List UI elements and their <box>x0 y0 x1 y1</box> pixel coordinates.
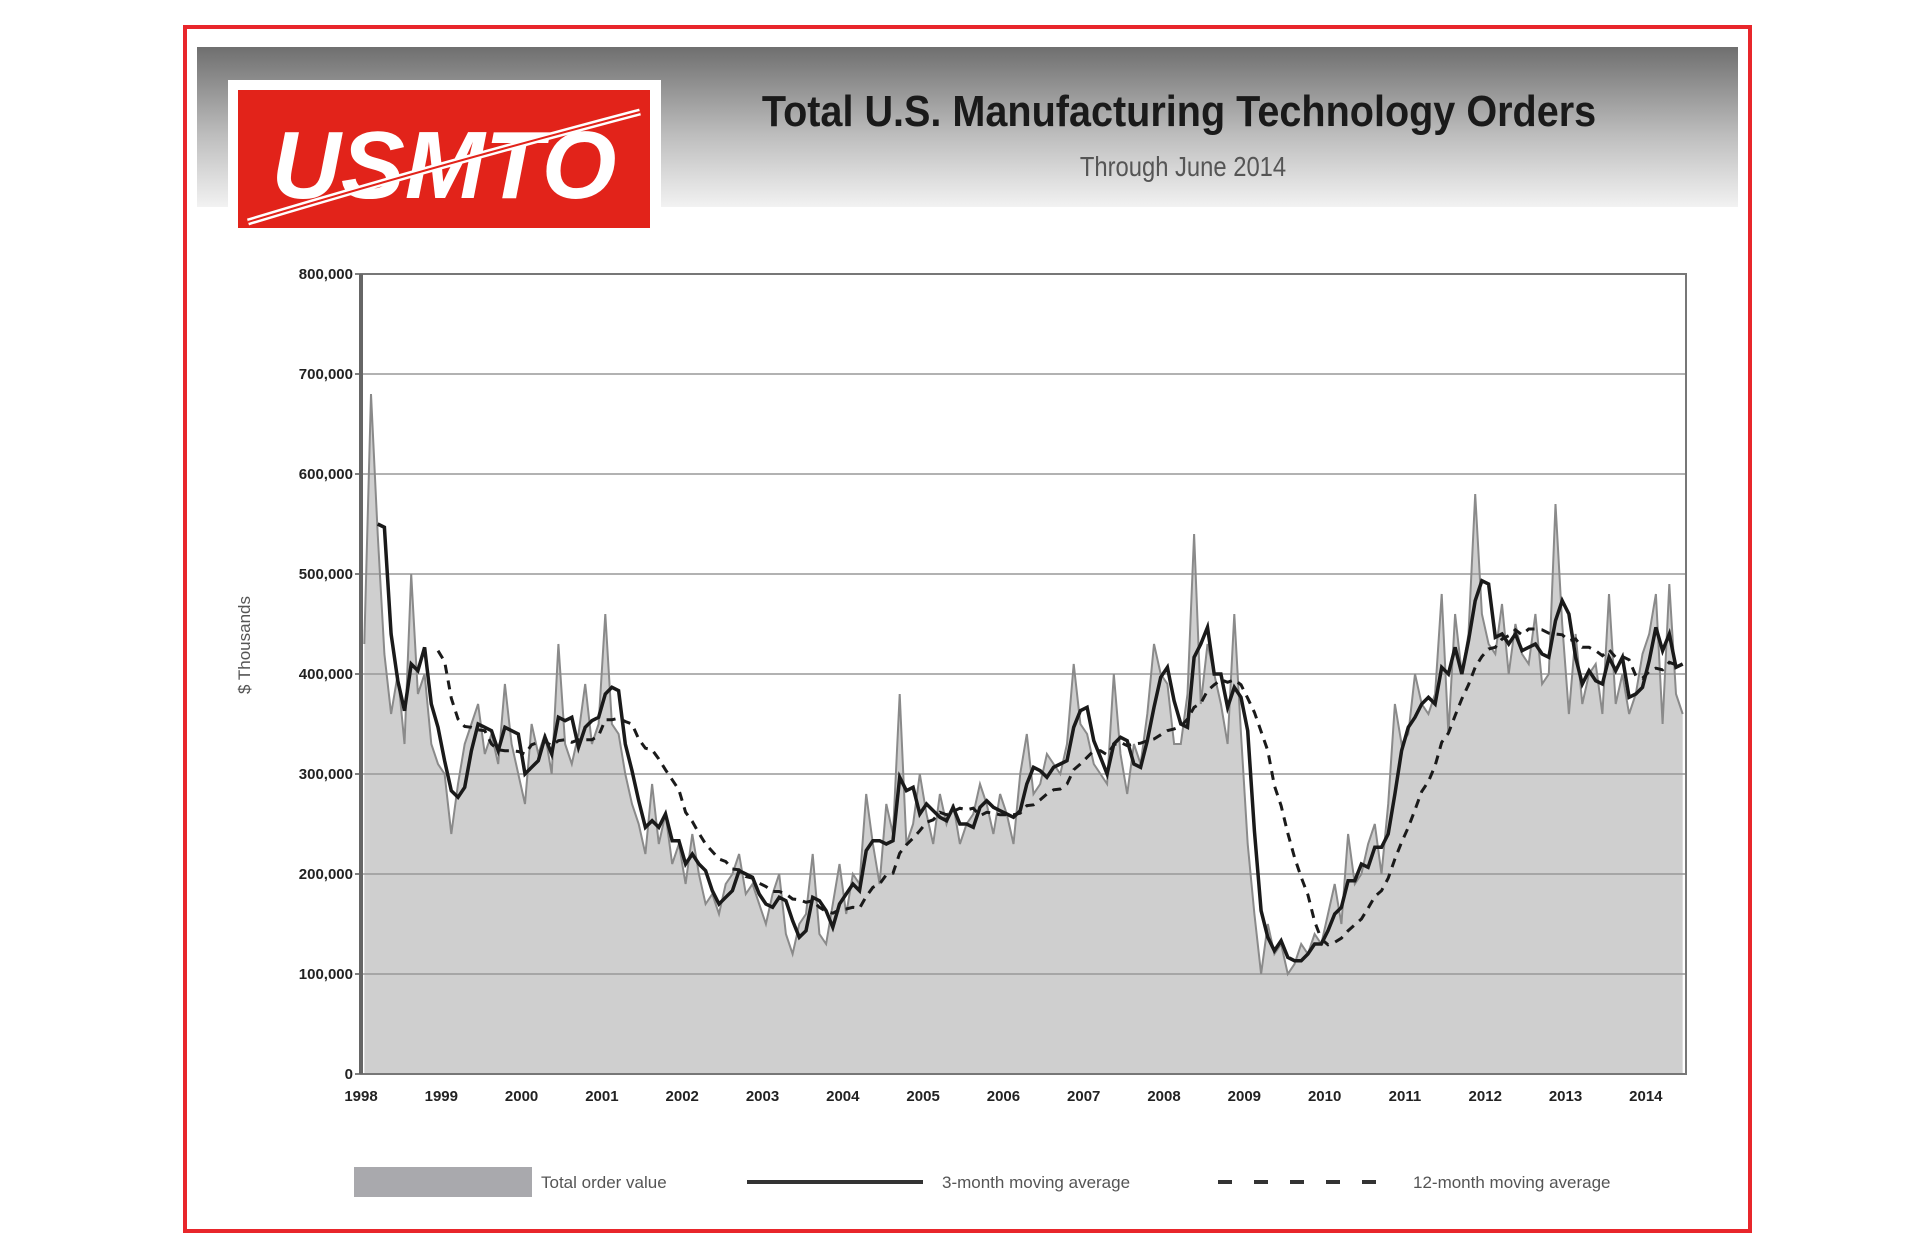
x-tick-label: 2008 <box>1147 1088 1180 1105</box>
y-tick-label: 0 <box>345 1066 353 1083</box>
y-tick-label: 500,000 <box>299 566 353 583</box>
x-tick-label: 2012 <box>1469 1088 1502 1105</box>
x-tick-label: 1998 <box>344 1088 377 1105</box>
y-tick-label: 200,000 <box>299 866 353 883</box>
x-tick-label: 1999 <box>425 1088 458 1105</box>
y-tick-label: 700,000 <box>299 366 353 383</box>
chart-subtitle: Through June 2014 <box>1080 150 1286 182</box>
y-tick-label: 800,000 <box>299 266 353 283</box>
y-tick-label: 600,000 <box>299 466 353 483</box>
x-tick-label: 2010 <box>1308 1088 1341 1105</box>
x-tick-label: 2003 <box>746 1088 779 1105</box>
chart-title: Total U.S. Manufacturing Technology Orde… <box>762 86 1596 135</box>
x-tick-label: 2006 <box>987 1088 1020 1105</box>
x-tick-label: 2013 <box>1549 1088 1582 1105</box>
y-tick-label: 300,000 <box>299 766 353 783</box>
series-3-month-average <box>376 522 1684 963</box>
x-tick-label: 2002 <box>666 1088 699 1105</box>
legend-label-total: Total order value <box>541 1173 667 1192</box>
legend-swatch-total <box>354 1167 532 1197</box>
legend-label-3month: 3-month moving average <box>942 1173 1130 1192</box>
x-tick-label: 2009 <box>1228 1088 1261 1105</box>
y-tick-label: 400,000 <box>299 666 353 683</box>
x-tick-label: 2014 <box>1629 1088 1663 1105</box>
legend: Total order value 3-month moving average… <box>354 1167 1611 1197</box>
x-tick-label: 2001 <box>585 1088 618 1105</box>
legend-label-12month: 12-month moving average <box>1413 1173 1611 1192</box>
usmto-logo: USMTO <box>228 80 661 234</box>
x-tick-label: 2004 <box>826 1088 860 1105</box>
plot-area: 0 100,000 200,000 300,000 400,000 500,000 600,… <box>299 266 1687 1105</box>
series-12-month-average <box>436 627 1683 947</box>
series-total-area <box>364 394 1683 1074</box>
x-tick-label: 2000 <box>505 1088 538 1105</box>
y-tick-label: 100,000 <box>299 966 353 983</box>
x-tick-label: 2005 <box>906 1088 939 1105</box>
x-tick-label: 2007 <box>1067 1088 1100 1105</box>
x-tick-label: 2011 <box>1389 1088 1422 1105</box>
y-axis-label: $ Thousands <box>235 596 254 694</box>
